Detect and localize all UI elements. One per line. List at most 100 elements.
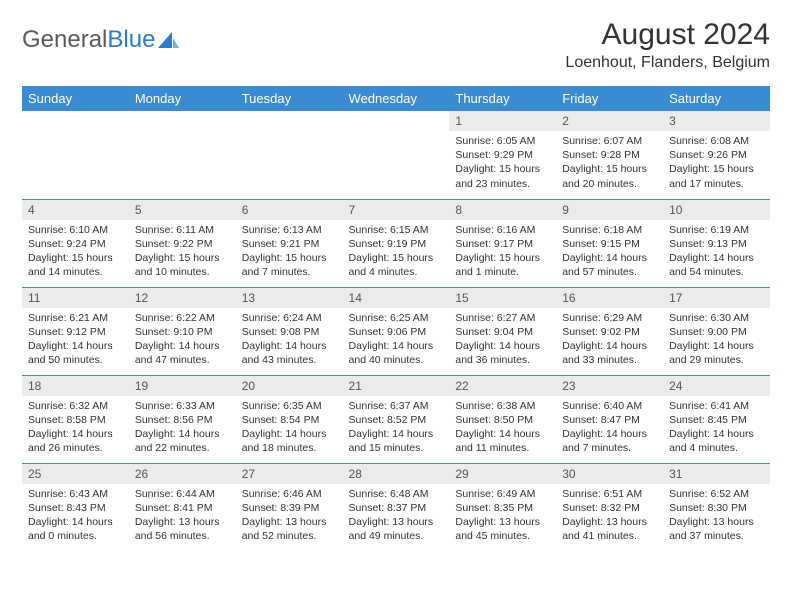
calendar-cell: 10Sunrise: 6:19 AMSunset: 9:13 PMDayligh…	[663, 199, 770, 287]
day-header: Saturday	[663, 86, 770, 111]
day-details: Sunrise: 6:35 AMSunset: 8:54 PMDaylight:…	[236, 396, 343, 460]
sunset-text: Sunset: 9:19 PM	[349, 237, 444, 251]
day-details: Sunrise: 6:33 AMSunset: 8:56 PMDaylight:…	[129, 396, 236, 460]
day-details: Sunrise: 6:44 AMSunset: 8:41 PMDaylight:…	[129, 484, 236, 548]
sunrise-text: Sunrise: 6:27 AM	[455, 311, 550, 325]
brand-logo: GeneralBlue	[22, 18, 180, 54]
calendar-cell: 21Sunrise: 6:37 AMSunset: 8:52 PMDayligh…	[343, 375, 450, 463]
day-details: Sunrise: 6:22 AMSunset: 9:10 PMDaylight:…	[129, 308, 236, 372]
sunset-text: Sunset: 8:54 PM	[242, 413, 337, 427]
day-details: Sunrise: 6:19 AMSunset: 9:13 PMDaylight:…	[663, 220, 770, 284]
daylight-text: Daylight: 13 hours and 45 minutes.	[455, 515, 550, 543]
day-details: Sunrise: 6:51 AMSunset: 8:32 PMDaylight:…	[556, 484, 663, 548]
daylight-text: Daylight: 13 hours and 56 minutes.	[135, 515, 230, 543]
day-details: Sunrise: 6:07 AMSunset: 9:28 PMDaylight:…	[556, 131, 663, 195]
sunrise-text: Sunrise: 6:48 AM	[349, 487, 444, 501]
day-number: 14	[343, 288, 450, 308]
sunset-text: Sunset: 8:56 PM	[135, 413, 230, 427]
calendar-cell: 26Sunrise: 6:44 AMSunset: 8:41 PMDayligh…	[129, 463, 236, 551]
sunset-text: Sunset: 9:28 PM	[562, 148, 657, 162]
day-number	[22, 111, 129, 117]
day-details: Sunrise: 6:49 AMSunset: 8:35 PMDaylight:…	[449, 484, 556, 548]
calendar-page: GeneralBlue August 2024 Loenhout, Flande…	[0, 0, 792, 561]
sunset-text: Sunset: 9:00 PM	[669, 325, 764, 339]
sunset-text: Sunset: 8:41 PM	[135, 501, 230, 515]
calendar-cell: 31Sunrise: 6:52 AMSunset: 8:30 PMDayligh…	[663, 463, 770, 551]
calendar-cell: 7Sunrise: 6:15 AMSunset: 9:19 PMDaylight…	[343, 199, 450, 287]
sunrise-text: Sunrise: 6:40 AM	[562, 399, 657, 413]
day-number: 19	[129, 376, 236, 396]
day-number: 9	[556, 200, 663, 220]
daylight-text: Daylight: 14 hours and 0 minutes.	[28, 515, 123, 543]
day-details: Sunrise: 6:08 AMSunset: 9:26 PMDaylight:…	[663, 131, 770, 195]
calendar-row: 11Sunrise: 6:21 AMSunset: 9:12 PMDayligh…	[22, 287, 770, 375]
day-number	[129, 111, 236, 117]
day-number: 23	[556, 376, 663, 396]
calendar-cell	[22, 111, 129, 199]
sunrise-text: Sunrise: 6:08 AM	[669, 134, 764, 148]
sunset-text: Sunset: 8:35 PM	[455, 501, 550, 515]
calendar-cell	[236, 111, 343, 199]
day-number: 17	[663, 288, 770, 308]
sunrise-text: Sunrise: 6:38 AM	[455, 399, 550, 413]
sunrise-text: Sunrise: 6:49 AM	[455, 487, 550, 501]
sunrise-text: Sunrise: 6:18 AM	[562, 223, 657, 237]
day-details: Sunrise: 6:05 AMSunset: 9:29 PMDaylight:…	[449, 131, 556, 195]
day-details: Sunrise: 6:15 AMSunset: 9:19 PMDaylight:…	[343, 220, 450, 284]
calendar-cell: 3Sunrise: 6:08 AMSunset: 9:26 PMDaylight…	[663, 111, 770, 199]
sunset-text: Sunset: 9:22 PM	[135, 237, 230, 251]
daylight-text: Daylight: 14 hours and 18 minutes.	[242, 427, 337, 455]
sunrise-text: Sunrise: 6:37 AM	[349, 399, 444, 413]
title-block: August 2024 Loenhout, Flanders, Belgium	[565, 18, 770, 72]
calendar-table: Sunday Monday Tuesday Wednesday Thursday…	[22, 86, 770, 551]
day-header: Wednesday	[343, 86, 450, 111]
day-number: 15	[449, 288, 556, 308]
daylight-text: Daylight: 15 hours and 20 minutes.	[562, 162, 657, 190]
calendar-cell: 1Sunrise: 6:05 AMSunset: 9:29 PMDaylight…	[449, 111, 556, 199]
calendar-cell: 23Sunrise: 6:40 AMSunset: 8:47 PMDayligh…	[556, 375, 663, 463]
sunset-text: Sunset: 8:37 PM	[349, 501, 444, 515]
sunset-text: Sunset: 9:04 PM	[455, 325, 550, 339]
daylight-text: Daylight: 14 hours and 29 minutes.	[669, 339, 764, 367]
calendar-cell: 20Sunrise: 6:35 AMSunset: 8:54 PMDayligh…	[236, 375, 343, 463]
brand-part1: General	[22, 26, 107, 54]
day-header: Thursday	[449, 86, 556, 111]
day-header: Friday	[556, 86, 663, 111]
daylight-text: Daylight: 14 hours and 40 minutes.	[349, 339, 444, 367]
calendar-cell: 29Sunrise: 6:49 AMSunset: 8:35 PMDayligh…	[449, 463, 556, 551]
sunset-text: Sunset: 8:39 PM	[242, 501, 337, 515]
sunrise-text: Sunrise: 6:41 AM	[669, 399, 764, 413]
day-details: Sunrise: 6:48 AMSunset: 8:37 PMDaylight:…	[343, 484, 450, 548]
calendar-cell: 4Sunrise: 6:10 AMSunset: 9:24 PMDaylight…	[22, 199, 129, 287]
calendar-row: 25Sunrise: 6:43 AMSunset: 8:43 PMDayligh…	[22, 463, 770, 551]
sunrise-text: Sunrise: 6:30 AM	[669, 311, 764, 325]
day-number	[236, 111, 343, 117]
day-details: Sunrise: 6:29 AMSunset: 9:02 PMDaylight:…	[556, 308, 663, 372]
calendar-cell: 9 Sunrise: 6:18 AMSunset: 9:15 PMDaylight…	[556, 199, 663, 287]
day-number: 29	[449, 464, 556, 484]
daylight-text: Daylight: 14 hours and 7 minutes.	[562, 427, 657, 455]
day-number: 3	[663, 111, 770, 131]
location: Loenhout, Flanders, Belgium	[565, 54, 770, 72]
day-number: 2	[556, 111, 663, 131]
sunrise-text: Sunrise: 6:25 AM	[349, 311, 444, 325]
day-details: Sunrise: 6:10 AMSunset: 9:24 PMDaylight:…	[22, 220, 129, 284]
calendar-cell	[343, 111, 450, 199]
calendar-row: 18Sunrise: 6:32 AMSunset: 8:58 PMDayligh…	[22, 375, 770, 463]
sunset-text: Sunset: 9:15 PM	[562, 237, 657, 251]
daylight-text: Daylight: 15 hours and 7 minutes.	[242, 251, 337, 279]
day-header: Tuesday	[236, 86, 343, 111]
sunset-text: Sunset: 8:58 PM	[28, 413, 123, 427]
brand-part2: Blue	[107, 26, 155, 54]
day-details: Sunrise: 6:41 AMSunset: 8:45 PMDaylight:…	[663, 396, 770, 460]
daylight-text: Daylight: 14 hours and 4 minutes.	[669, 427, 764, 455]
day-number: 24	[663, 376, 770, 396]
calendar-cell: 12Sunrise: 6:22 AMSunset: 9:10 PMDayligh…	[129, 287, 236, 375]
day-number: 10	[663, 200, 770, 220]
sunset-text: Sunset: 8:43 PM	[28, 501, 123, 515]
sunrise-text: Sunrise: 6:24 AM	[242, 311, 337, 325]
daylight-text: Daylight: 13 hours and 52 minutes.	[242, 515, 337, 543]
daylight-text: Daylight: 14 hours and 57 minutes.	[562, 251, 657, 279]
calendar-cell: 14Sunrise: 6:25 AMSunset: 9:06 PMDayligh…	[343, 287, 450, 375]
sunset-text: Sunset: 9:29 PM	[455, 148, 550, 162]
